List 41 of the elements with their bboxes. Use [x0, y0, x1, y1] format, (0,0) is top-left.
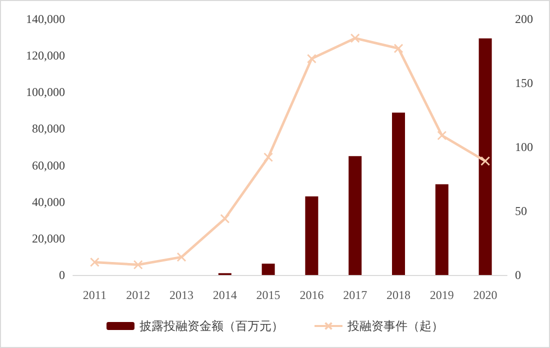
- x-tick-label: 2012: [126, 288, 150, 302]
- y-tick-label: 120,000: [26, 48, 65, 63]
- bar: [478, 38, 492, 275]
- y-tick-label: 80,000: [32, 122, 65, 136]
- bar: [262, 264, 275, 275]
- point: [394, 44, 404, 54]
- x-tick-label: 2015: [256, 288, 280, 302]
- y-tick-label: 100,000: [26, 85, 65, 100]
- legend-label: 披露投融资金额（百万元）: [140, 319, 284, 333]
- x-tick-label: 2016: [300, 288, 324, 302]
- x-tick-label: 2019: [430, 288, 454, 302]
- bar: [348, 156, 362, 275]
- x-tick-label: 2013: [170, 288, 194, 302]
- y-tick-label: 0: [59, 268, 65, 282]
- legend-label: 投融资事件（起）: [346, 319, 444, 333]
- point: [480, 156, 490, 166]
- y2-tick-label: 200: [515, 12, 533, 26]
- y-tick-label: 40,000: [32, 194, 65, 209]
- point: [220, 214, 230, 224]
- x-tick-label: 2014: [212, 288, 237, 302]
- y-tick-label: 20,000: [32, 231, 65, 246]
- point: [90, 257, 100, 267]
- x-tick-label: 2018: [386, 288, 410, 302]
- point: [133, 260, 143, 270]
- point: [306, 54, 316, 64]
- x-tick-label: 2011: [82, 288, 106, 302]
- y2-tick-label: 0: [515, 268, 521, 282]
- x-tick-label: 2017: [343, 288, 368, 302]
- y2-tick-label: 100: [515, 140, 533, 154]
- y2-tick-label: 150: [515, 76, 533, 90]
- bar: [305, 196, 318, 275]
- point: [350, 33, 360, 43]
- y-tick-label: 60,000: [32, 158, 65, 172]
- x-tick-label: 2020: [473, 288, 498, 302]
- bar: [435, 184, 448, 275]
- point: [437, 130, 447, 140]
- point: [176, 252, 186, 262]
- y2-tick-label: 50: [515, 204, 527, 218]
- y-tick-label: 140,000: [26, 12, 65, 26]
- point: [264, 152, 274, 162]
- bar: [392, 112, 405, 275]
